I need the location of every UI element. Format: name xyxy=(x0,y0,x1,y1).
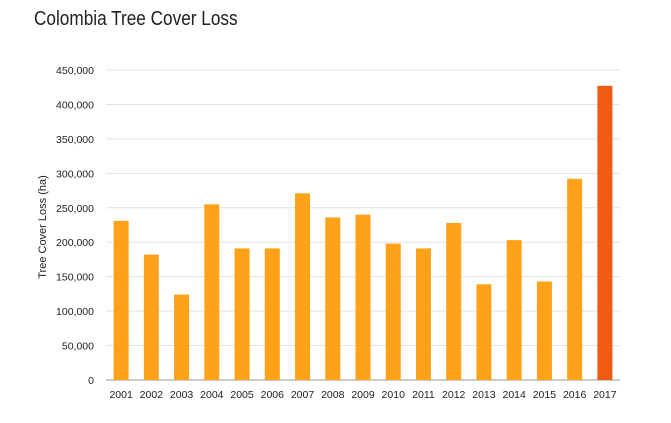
y-tick-label: 250,000 xyxy=(56,203,94,215)
y-tick-label: 350,000 xyxy=(56,134,94,146)
y-tick-label: 200,000 xyxy=(56,237,94,249)
x-tick-label: 2013 xyxy=(472,389,496,401)
bar-2015 xyxy=(536,281,552,380)
y-tick-label: 150,000 xyxy=(56,272,94,284)
bar-2003 xyxy=(174,294,190,380)
y-tick-label: 50,000 xyxy=(62,341,94,353)
x-tick-label: 2016 xyxy=(563,389,587,401)
x-tick-label: 2007 xyxy=(291,389,315,401)
x-tick-label: 2015 xyxy=(533,389,557,401)
y-tick-label: 100,000 xyxy=(56,306,94,318)
x-tick-label: 2004 xyxy=(200,389,224,401)
bar-2010 xyxy=(385,243,401,380)
bar-2007 xyxy=(295,193,311,380)
x-tick-label: 2011 xyxy=(412,389,435,401)
bar-2014 xyxy=(506,240,522,380)
x-tick-label: 2010 xyxy=(382,389,406,401)
x-tick-label: 2002 xyxy=(140,389,164,401)
y-axis-label: Tree Cover Loss (ha) xyxy=(37,175,49,279)
bar-2012 xyxy=(446,222,462,380)
y-tick-label: 0 xyxy=(88,375,94,387)
y-tick-label: 300,000 xyxy=(56,168,94,180)
bar-2009 xyxy=(355,214,371,380)
x-tick-label: 2006 xyxy=(261,389,285,401)
y-tick-labels: 0 50,000 100,000 150,000 200,000 250,000 300,0… xyxy=(56,65,94,387)
bar-2004 xyxy=(204,204,220,380)
y-tick-label: 450,000 xyxy=(56,65,94,77)
bar-2017 xyxy=(597,85,613,380)
y-tick-label: 400,000 xyxy=(56,99,94,111)
bar-2002 xyxy=(143,254,159,380)
bar-2008 xyxy=(325,217,341,380)
x-tick-label: 2009 xyxy=(351,389,375,401)
bar-2006 xyxy=(264,248,280,380)
bars xyxy=(113,85,613,380)
bar-2013 xyxy=(476,284,492,380)
x-tick-label: 2017 xyxy=(593,389,617,401)
x-tick-label: 2008 xyxy=(321,389,345,401)
x-tick-label: 2003 xyxy=(170,389,194,401)
x-tick-label: 2001 xyxy=(109,389,133,401)
x-tick-labels: 2001 2002 2003 2004 2005 2006 2007 2008 2009 2010… xyxy=(109,389,616,401)
x-tick-label: 2014 xyxy=(502,389,526,401)
bar-2011 xyxy=(415,248,431,380)
bar-2005 xyxy=(234,248,250,380)
chart-title: Colombia Tree Cover Loss xyxy=(34,8,238,30)
x-tick-label: 2005 xyxy=(230,389,254,401)
x-tick-label: 2012 xyxy=(442,389,466,401)
bar-2001 xyxy=(113,220,129,380)
bar-2016 xyxy=(567,178,583,380)
